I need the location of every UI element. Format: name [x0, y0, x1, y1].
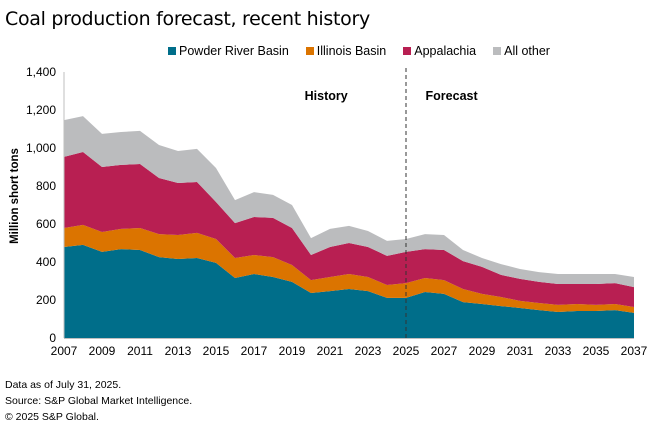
x-tick-label: 2013 [165, 344, 192, 358]
legend-swatch-icon [305, 47, 314, 55]
legend-label: Appalachia [414, 44, 477, 58]
legend-item-all-other: All other [493, 44, 550, 58]
x-tick-label: 2017 [241, 344, 268, 358]
y-tick-label: 1,200 [26, 103, 56, 117]
legend-item-appalachia: Appalachia [403, 44, 476, 58]
x-tick-label: 2029 [469, 344, 496, 358]
x-tick-label: 2007 [51, 344, 78, 358]
x-tick-label: 2023 [355, 344, 382, 358]
y-tick-label: 1,400 [26, 65, 56, 79]
legend-swatch-icon [493, 47, 502, 55]
footer-source: Source: S&P Global Market Intelligence. [5, 395, 193, 407]
x-tick-label: 2035 [583, 344, 610, 358]
legend-label: All other [504, 44, 550, 58]
x-tick-label: 2015 [203, 344, 230, 358]
area-appalachia [64, 152, 634, 307]
x-tick-label: 2037 [621, 344, 648, 358]
area-all-other [64, 116, 634, 288]
x-tick-label: 2021 [317, 344, 344, 358]
legend-item-illinois-basin: Illinois Basin [305, 44, 387, 58]
y-tick-label: 800 [36, 179, 56, 193]
x-tick-label: 2011 [127, 344, 153, 358]
y-tick-label: 0 [49, 331, 56, 345]
footer-copyright: © 2025 S&P Global. [5, 411, 99, 423]
y-tick-label: 400 [36, 255, 56, 269]
y-tick-label: 200 [36, 293, 56, 307]
annotation-history: History [305, 89, 348, 103]
y-tick-label: 1,000 [26, 141, 56, 155]
area-powder-river-basin [64, 244, 634, 338]
legend-item-powder-river-basin: Powder River Basin [168, 44, 289, 58]
legend-label: Illinois Basin [316, 44, 387, 58]
footer-data-date: Data as of July 31, 2025. [5, 379, 122, 391]
legend-label: Powder River Basin [179, 44, 289, 58]
y-tick-label: 600 [36, 217, 56, 231]
x-tick-label: 2009 [89, 344, 116, 358]
legend-swatch-icon [168, 47, 176, 55]
x-tick-label: 2025 [393, 344, 420, 358]
area-illinois-basin [64, 224, 634, 313]
x-tick-label: 2031 [507, 344, 534, 358]
x-tick-label: 2019 [279, 344, 306, 358]
annotation-forecast: Forecast [426, 89, 479, 103]
legend: Powder River Basin Illinois Basin Appala… [168, 44, 567, 58]
footer: Data as of July 31, 2025. Source: S&P Gl… [5, 377, 192, 425]
chart-title: Coal production forecast, recent history [5, 8, 370, 30]
x-tick-label: 2033 [545, 344, 572, 358]
x-tick-label: 2027 [431, 344, 458, 358]
legend-swatch-icon [403, 47, 412, 55]
